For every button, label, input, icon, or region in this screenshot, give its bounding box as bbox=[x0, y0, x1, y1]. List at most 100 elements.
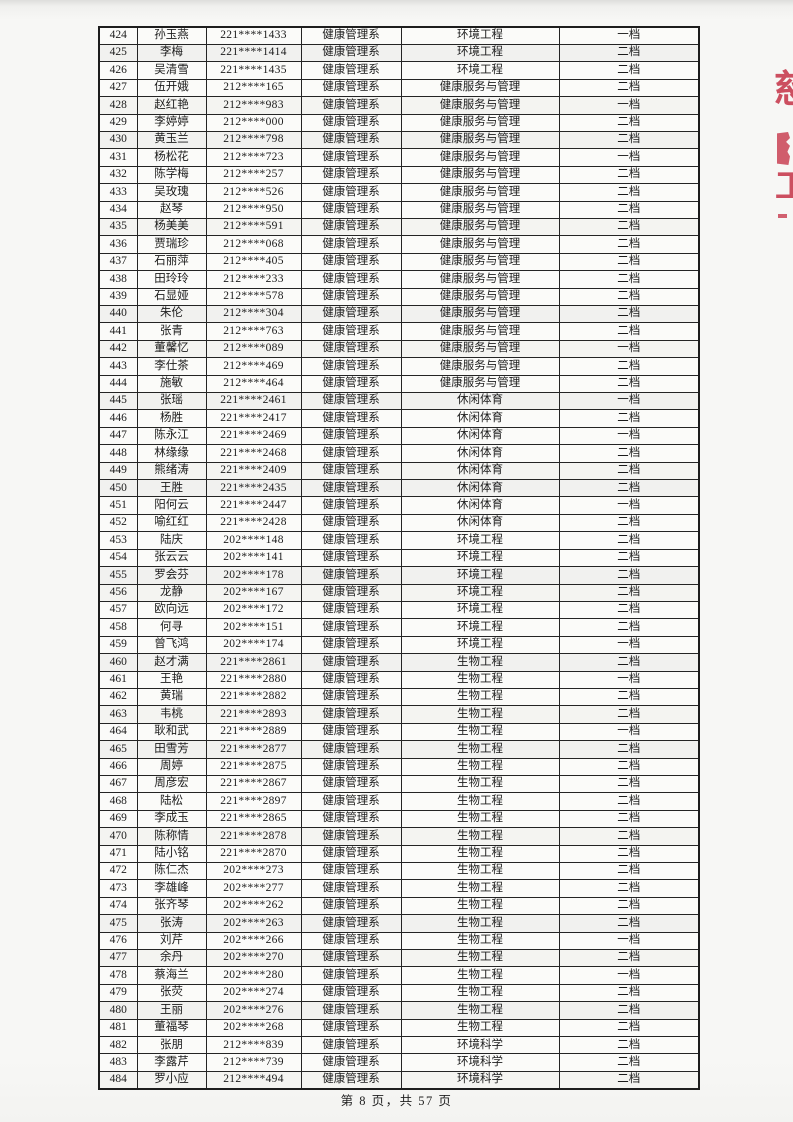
cell-level: 二档 bbox=[558, 1036, 700, 1055]
cell-name: 董馨忆 bbox=[136, 339, 207, 359]
cell-level: 二档 bbox=[558, 513, 700, 533]
cell-major: 生物工程 bbox=[400, 792, 560, 811]
cell-major: 休闲体育 bbox=[400, 409, 560, 428]
cell-major: 生物工程 bbox=[400, 879, 560, 898]
cell-no: 450 bbox=[98, 479, 138, 498]
cell-no: 445 bbox=[98, 392, 138, 411]
cell-level: 二档 bbox=[558, 357, 700, 376]
table-row: 470 陈称情 221****2878 健康管理系 生物工程 二档 bbox=[98, 827, 700, 846]
cell-level: 二档 bbox=[558, 409, 700, 428]
cell-no: 454 bbox=[98, 548, 138, 568]
table-row: 468 陆松 221****2897 健康管理系 生物工程 二档 bbox=[98, 792, 700, 811]
cell-student-id: 202****172 bbox=[205, 600, 302, 620]
cell-student-id: 202****151 bbox=[205, 618, 302, 637]
cell-major: 生物工程 bbox=[400, 827, 560, 846]
cell-major: 健康服务与管理 bbox=[400, 304, 560, 324]
cell-level: 二档 bbox=[558, 548, 700, 568]
cell-level: 二档 bbox=[558, 618, 700, 637]
cell-name: 余丹 bbox=[136, 949, 207, 968]
cell-level: 一档 bbox=[558, 96, 700, 115]
cell-major: 生物工程 bbox=[400, 670, 560, 689]
cell-department: 健康管理系 bbox=[300, 653, 402, 672]
cell-student-id: 202****262 bbox=[205, 896, 302, 916]
cell-no: 430 bbox=[98, 130, 138, 150]
cell-student-id: 202****148 bbox=[205, 531, 302, 550]
cell-student-id: 212****464 bbox=[205, 374, 302, 394]
cell-student-id: 212****165 bbox=[205, 78, 302, 98]
cell-level: 二档 bbox=[558, 687, 700, 707]
cell-department: 健康管理系 bbox=[300, 409, 402, 428]
cell-no: 463 bbox=[98, 705, 138, 724]
cell-major: 健康服务与管理 bbox=[400, 287, 560, 307]
cell-no: 468 bbox=[98, 792, 138, 811]
cell-no: 484 bbox=[98, 1070, 138, 1090]
table-row: 474 张齐琴 202****262 健康管理系 生物工程 二档 bbox=[98, 896, 700, 916]
cell-level: 二档 bbox=[558, 113, 700, 132]
cell-no: 464 bbox=[98, 722, 138, 742]
cell-name: 李雄峰 bbox=[136, 879, 207, 898]
cell-no: 451 bbox=[98, 496, 138, 515]
cell-student-id: 202****141 bbox=[205, 548, 302, 568]
table-row: 475 张涛 202****263 健康管理系 生物工程 二档 bbox=[98, 914, 700, 933]
cell-major: 生物工程 bbox=[400, 1001, 560, 1020]
cell-major: 健康服务与管理 bbox=[400, 200, 560, 219]
cell-no: 478 bbox=[98, 966, 138, 985]
cell-student-id: 221****2861 bbox=[205, 653, 302, 672]
table-row: 460 赵才满 221****2861 健康管理系 生物工程 二档 bbox=[98, 653, 700, 672]
cell-student-id: 212****257 bbox=[205, 165, 302, 185]
cell-department: 健康管理系 bbox=[300, 949, 402, 968]
cell-name: 陈学梅 bbox=[136, 165, 207, 185]
table-row: 451 阳何云 221****2447 健康管理系 休闲体育 一档 bbox=[98, 496, 700, 515]
cell-no: 460 bbox=[98, 653, 138, 672]
table-row: 479 张荧 202****274 健康管理系 生物工程 二档 bbox=[98, 983, 700, 1003]
cell-student-id: 202****277 bbox=[205, 879, 302, 898]
cell-no: 431 bbox=[98, 148, 138, 167]
cell-level: 二档 bbox=[558, 774, 700, 794]
cell-department: 健康管理系 bbox=[300, 618, 402, 637]
cell-department: 健康管理系 bbox=[300, 217, 402, 237]
cell-department: 健康管理系 bbox=[300, 879, 402, 898]
cell-student-id: 221****2469 bbox=[205, 426, 302, 446]
cell-major: 生物工程 bbox=[400, 896, 560, 916]
table-row: 464 耿和武 221****2889 健康管理系 生物工程 一档 bbox=[98, 722, 700, 742]
cell-student-id: 212****233 bbox=[205, 270, 302, 289]
cell-department: 健康管理系 bbox=[300, 26, 402, 45]
cell-student-id: 212****723 bbox=[205, 148, 302, 167]
cell-major: 生物工程 bbox=[400, 1018, 560, 1038]
cell-name: 赵才满 bbox=[136, 653, 207, 672]
table-row: 440 朱伦 212****304 健康管理系 健康服务与管理 二档 bbox=[98, 304, 700, 324]
cell-level: 二档 bbox=[558, 844, 700, 864]
cell-no: 429 bbox=[98, 113, 138, 132]
cell-no: 428 bbox=[98, 96, 138, 115]
cell-student-id: 212****578 bbox=[205, 287, 302, 307]
cell-student-id: 212****000 bbox=[205, 113, 302, 132]
cell-no: 477 bbox=[98, 949, 138, 968]
table-row: 437 石丽萍 212****405 健康管理系 健康服务与管理 二档 bbox=[98, 252, 700, 272]
cell-student-id: 221****2409 bbox=[205, 461, 302, 481]
cell-no: 433 bbox=[98, 183, 138, 202]
cell-level: 二档 bbox=[558, 827, 700, 846]
cell-major: 生物工程 bbox=[400, 966, 560, 985]
cell-name: 喻红红 bbox=[136, 513, 207, 533]
cell-student-id: 221****2880 bbox=[205, 670, 302, 689]
cell-department: 健康管理系 bbox=[300, 583, 402, 602]
cell-student-id: 221****2893 bbox=[205, 705, 302, 724]
table-row: 444 施敏 212****464 健康管理系 健康服务与管理 二档 bbox=[98, 374, 700, 394]
cell-name: 张青 bbox=[136, 322, 207, 341]
cell-student-id: 212****526 bbox=[205, 183, 302, 202]
cell-level: 二档 bbox=[558, 304, 700, 324]
cell-level: 二档 bbox=[558, 861, 700, 881]
cell-no: 480 bbox=[98, 1001, 138, 1020]
cell-major: 休闲体育 bbox=[400, 496, 560, 515]
cell-name: 张荧 bbox=[136, 983, 207, 1003]
cell-department: 健康管理系 bbox=[300, 705, 402, 724]
cell-major: 生物工程 bbox=[400, 931, 560, 951]
cell-major: 环境科学 bbox=[400, 1053, 560, 1072]
cell-student-id: 221****2428 bbox=[205, 513, 302, 533]
cell-name: 石显娅 bbox=[136, 287, 207, 307]
table-row: 449 熊绪涛 221****2409 健康管理系 休闲体育 二档 bbox=[98, 461, 700, 481]
cell-department: 健康管理系 bbox=[300, 374, 402, 394]
cell-level: 一档 bbox=[558, 392, 700, 411]
cell-level: 二档 bbox=[558, 879, 700, 898]
cell-name: 陆松 bbox=[136, 792, 207, 811]
